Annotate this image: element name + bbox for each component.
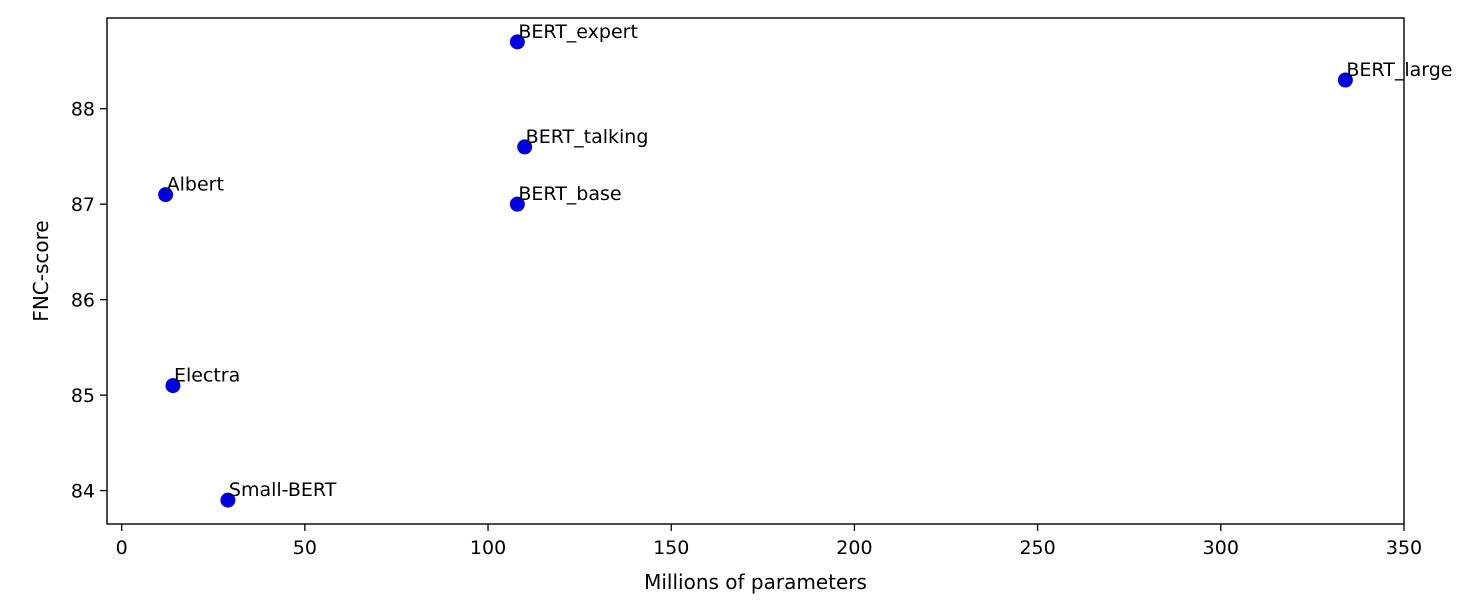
point-label: BERT_base xyxy=(518,183,621,205)
y-tick-label: 87 xyxy=(71,194,95,216)
plot-frame xyxy=(106,17,1405,525)
point-label: Electra xyxy=(174,365,240,387)
x-tick-label: 200 xyxy=(836,537,872,559)
y-tick-label: 88 xyxy=(71,99,95,121)
x-axis-ticks: 0 50 100 150 200 250 300 350 xyxy=(116,524,1422,559)
x-tick-label: 300 xyxy=(1203,537,1239,559)
y-tick-label: 84 xyxy=(71,481,95,503)
data-point xyxy=(158,187,174,203)
point-label: Albert xyxy=(167,174,224,196)
y-tick-label: 85 xyxy=(71,385,95,407)
point-label: BERT_talking xyxy=(526,126,649,148)
y-tick-label: 86 xyxy=(71,290,95,312)
point-label: BERT_large xyxy=(1346,59,1452,81)
point-label: BERT_expert xyxy=(518,21,638,43)
x-axis-label: Millions of parameters xyxy=(644,570,867,594)
data-point xyxy=(509,196,525,212)
data-point xyxy=(517,139,533,155)
x-tick-label: 350 xyxy=(1386,537,1422,559)
x-tick-label: 0 xyxy=(116,537,128,559)
point-label: Small-BERT xyxy=(229,479,337,501)
data-point xyxy=(165,378,181,394)
point-labels: BERT_expert BERT_large BERT_talking Albert B… xyxy=(167,21,1453,501)
data-point xyxy=(220,492,236,508)
x-tick-label: 50 xyxy=(293,537,317,559)
y-axis-label: FNC-score xyxy=(29,220,53,321)
x-tick-label: 250 xyxy=(1019,537,1055,559)
x-tick-label: 150 xyxy=(653,537,689,559)
data-points xyxy=(158,34,1353,508)
data-point xyxy=(509,34,525,50)
y-axis-ticks: 84 85 86 87 88 xyxy=(71,99,107,503)
x-tick-label: 100 xyxy=(470,537,506,559)
data-point xyxy=(1337,72,1353,88)
